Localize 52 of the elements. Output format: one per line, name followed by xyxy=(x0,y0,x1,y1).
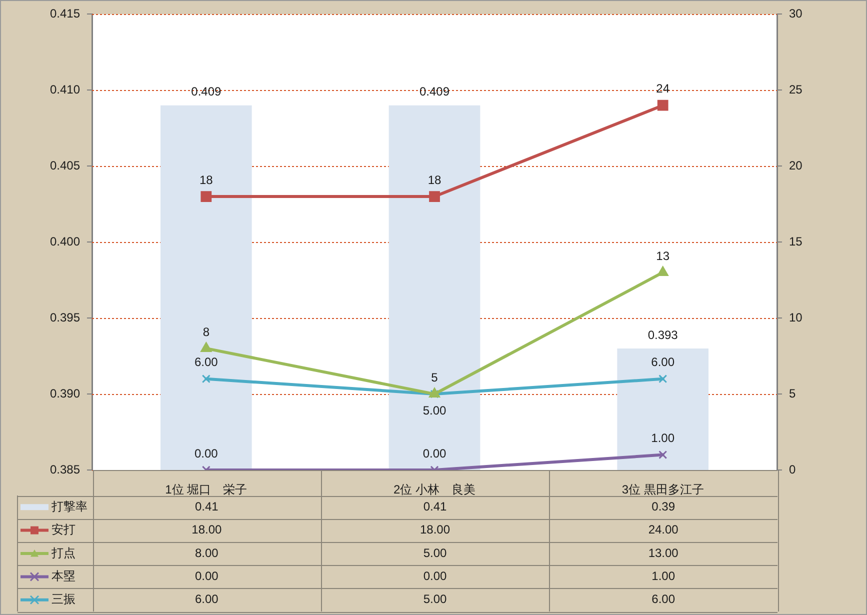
text: 0.00 xyxy=(194,569,219,584)
text: 5.00 xyxy=(423,546,447,560)
data-label: 13 xyxy=(656,248,670,263)
y-tick-label: 0.390 xyxy=(50,386,80,400)
text: 0.39 xyxy=(652,499,676,514)
y-tick-label: 0.410 xyxy=(50,82,80,96)
y2-tick-label: 15 xyxy=(789,234,803,248)
text: 0.41 xyxy=(423,499,447,514)
text: 5.00 xyxy=(423,592,447,606)
x-tick-label: 1位 堀口 栄子 xyxy=(165,482,248,497)
y2-tick-label: 5 xyxy=(789,386,796,400)
y-tick-label: 0.385 xyxy=(50,462,80,476)
legend-label: 打撃率 xyxy=(50,499,88,514)
text: 0.41 xyxy=(194,499,219,514)
x-tick-label: 3位 黒田多江子 xyxy=(622,482,704,497)
text: 0.00 xyxy=(423,569,447,584)
data-label: 0.409 xyxy=(419,84,450,99)
data-label: 18 xyxy=(199,172,214,187)
text: 8.00 xyxy=(194,546,219,560)
text: 1.00 xyxy=(652,569,676,584)
y2-tick-label: 10 xyxy=(789,310,803,324)
legend-label: 安打 xyxy=(52,522,76,537)
legend-label: 三振 xyxy=(52,592,76,606)
legend-label: 打点 xyxy=(50,546,76,560)
y-tick-label: 0.400 xyxy=(50,234,80,248)
data-label: 1.00 xyxy=(651,431,675,446)
data-label: 24 xyxy=(656,82,670,96)
data-label: 18 xyxy=(428,172,442,187)
data-label: 5 xyxy=(431,370,438,384)
data-label: 0.409 xyxy=(191,84,222,99)
text: 18.00 xyxy=(192,522,222,537)
y-tick-label: 0.395 xyxy=(50,310,80,324)
y2-tick-label: 20 xyxy=(789,158,803,172)
legend-label: 本塁 xyxy=(52,569,76,584)
y-tick-label: 0.415 xyxy=(50,6,80,21)
text: 6.00 xyxy=(194,592,219,606)
y2-tick-label: 0 xyxy=(789,462,796,476)
y-tick-label: 0.405 xyxy=(50,158,80,172)
text: 18.00 xyxy=(420,522,450,537)
data-label: 6.00 xyxy=(194,355,218,370)
data-label: 6.00 xyxy=(651,355,675,370)
text: 24.00 xyxy=(648,522,679,537)
text: 6.00 xyxy=(652,592,676,606)
text: 13.00 xyxy=(648,546,679,560)
data-label: 0.00 xyxy=(194,446,218,460)
y2-tick-label: 30 xyxy=(789,6,803,21)
data-label: 0.00 xyxy=(422,446,446,460)
x-tick-label: 2位 小林 良美 xyxy=(393,482,476,497)
data-label: 0.393 xyxy=(648,328,678,342)
y2-tick-label: 25 xyxy=(789,82,803,96)
data-label: 8 xyxy=(202,324,210,339)
data-label: 5.00 xyxy=(422,403,446,418)
